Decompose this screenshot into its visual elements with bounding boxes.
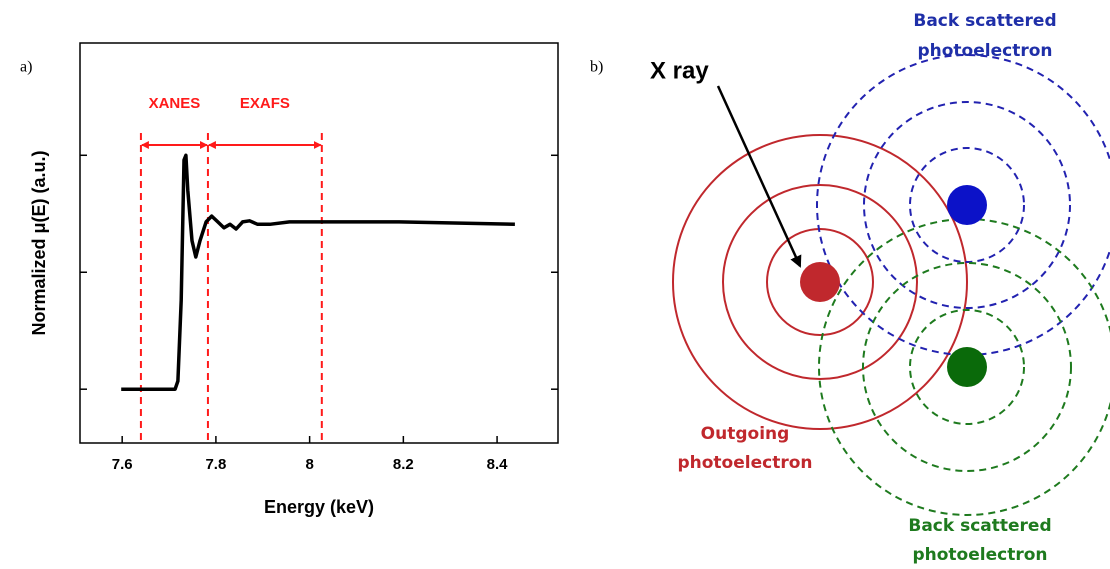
data-line [121, 153, 515, 391]
x-tick-label: 8.4 [487, 456, 509, 473]
label: Back scattered [908, 516, 1051, 536]
label: Outgoing [701, 424, 790, 444]
region-label: XANES [149, 95, 201, 112]
chart: 7.6 7.8 8 8.2 8.4 Energy (keV) Normalized μ(E)… [29, 42, 559, 517]
x-tick-label: 7.8 [205, 456, 226, 473]
region-label: EXAFS [240, 95, 290, 112]
label: photoelectron [912, 545, 1047, 565]
wave-circle [722, 184, 918, 380]
x-axis-title: Energy (keV) [264, 497, 374, 517]
x-ray-arrow [716, 85, 802, 268]
wave-circle [909, 147, 1025, 263]
wave-circle [672, 134, 968, 430]
x-ray-label: X ray [650, 57, 709, 84]
x-tick-label: 7.6 [112, 456, 133, 473]
plot-frame [79, 42, 559, 444]
absorber-atom [800, 262, 840, 302]
wave-circle [766, 228, 874, 336]
x-tick-label: 8.2 [393, 456, 414, 473]
wave-circle [862, 262, 1072, 472]
diagram: X ray Back scattered photoelectron Outgo… [650, 11, 1110, 565]
y-axis-title: Normalized μ(E) (a.u.) [29, 150, 49, 335]
panel-label: a) [20, 59, 32, 76]
scatterer-atom [947, 185, 987, 225]
panel-label: b) [590, 59, 603, 76]
wave-circle [863, 101, 1071, 309]
wave-circle [816, 54, 1110, 356]
scatterer-atom [947, 347, 987, 387]
x-tick-label: 8 [305, 456, 313, 473]
label: photoelectron [677, 453, 812, 473]
label: photoelectron [917, 41, 1052, 61]
label: Back scattered [913, 11, 1056, 31]
wave-circle [909, 309, 1025, 425]
